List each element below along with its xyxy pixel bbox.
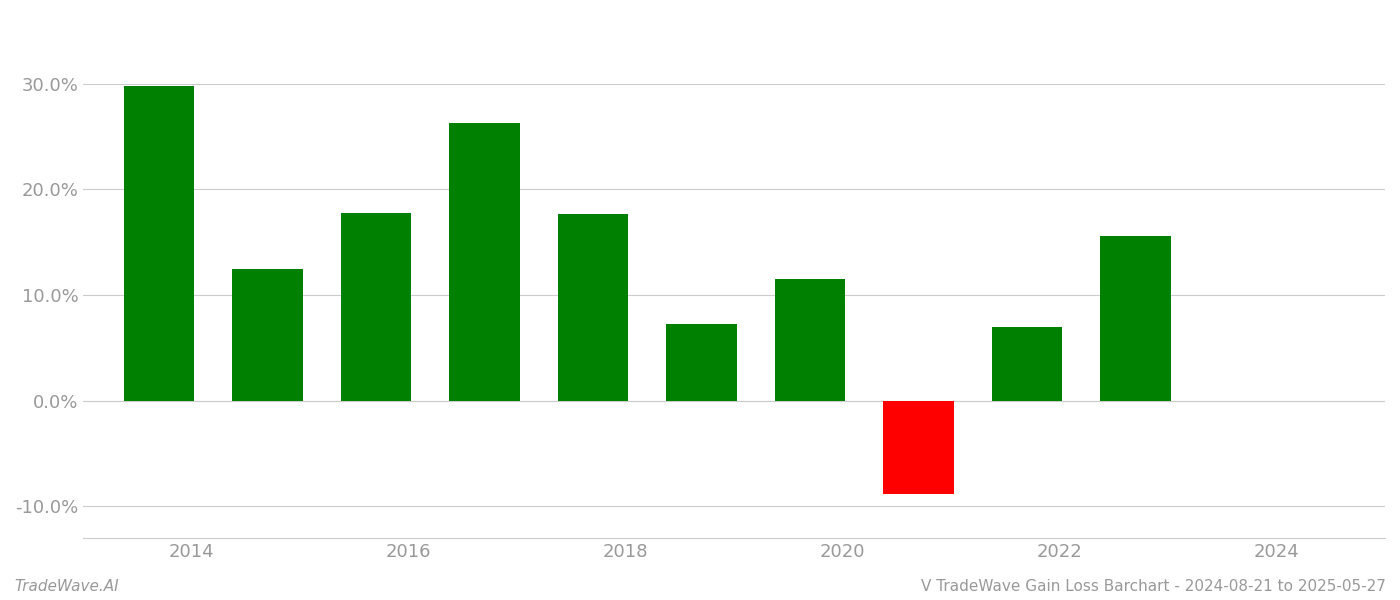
Text: TradeWave.AI: TradeWave.AI	[14, 579, 119, 594]
Bar	[557, 214, 629, 401]
Bar	[883, 401, 953, 494]
Bar	[340, 212, 412, 401]
Text: V TradeWave Gain Loss Barchart - 2024-08-21 to 2025-05-27: V TradeWave Gain Loss Barchart - 2024-08…	[921, 579, 1386, 594]
Bar	[232, 269, 302, 401]
Bar	[991, 327, 1063, 401]
Bar	[666, 323, 736, 401]
Bar	[123, 86, 195, 401]
Bar	[449, 123, 519, 401]
Bar	[774, 279, 846, 401]
Bar	[1100, 236, 1170, 401]
